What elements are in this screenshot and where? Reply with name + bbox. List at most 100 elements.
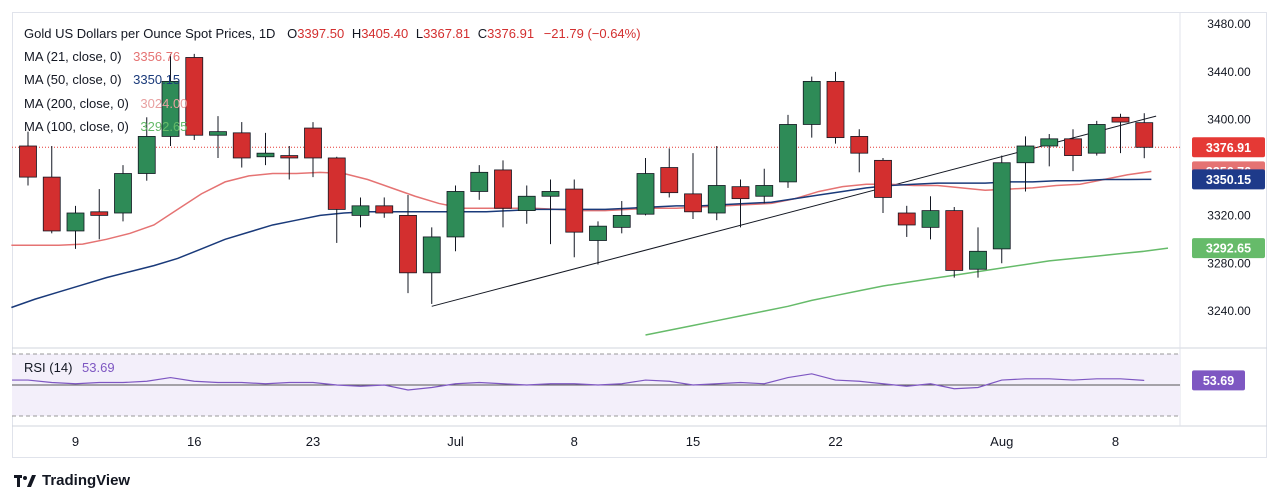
candle bbox=[850, 129, 869, 173]
ma50-legend[interactable]: MA (50, close, 0) 3350.15 bbox=[24, 72, 180, 88]
candle-body-up bbox=[256, 152, 275, 158]
candle-body-down bbox=[90, 211, 109, 216]
candle-body-up bbox=[1087, 124, 1106, 154]
candle bbox=[327, 156, 346, 243]
time-tick-label: 16 bbox=[187, 434, 201, 449]
candle-body-up bbox=[1040, 138, 1059, 147]
candle-body-up bbox=[470, 171, 489, 192]
ma200-legend[interactable]: MA (200, close, 0) 3024.00 bbox=[24, 96, 187, 112]
time-tick-label: 8 bbox=[1112, 434, 1119, 449]
time-tick-label: 8 bbox=[571, 434, 578, 449]
rsi-badge: 53.69 bbox=[1192, 370, 1245, 391]
brand-name: TradingView bbox=[42, 472, 131, 489]
tradingview-logo-icon bbox=[14, 474, 36, 488]
candle bbox=[589, 221, 607, 265]
candle bbox=[209, 116, 227, 158]
candle-body-down bbox=[399, 214, 417, 274]
rsi-legend[interactable]: RSI (14) 53.69 bbox=[24, 360, 115, 375]
candle bbox=[921, 196, 940, 240]
candle bbox=[422, 227, 441, 304]
candle bbox=[19, 131, 37, 186]
ma100-line bbox=[645, 247, 1169, 336]
tradingview-brand[interactable]: TradingView bbox=[14, 472, 130, 489]
time-tick-label: 15 bbox=[686, 434, 700, 449]
candle bbox=[802, 76, 821, 138]
candle-body-up bbox=[137, 136, 156, 174]
candle bbox=[660, 148, 679, 198]
candle bbox=[494, 160, 512, 228]
ma200-label: MA (200, close, 0) bbox=[24, 96, 129, 111]
price-badge-label: 3376.91 bbox=[1206, 141, 1251, 155]
candle bbox=[1016, 136, 1035, 192]
candle-body-down bbox=[850, 136, 869, 154]
change-value: −21.79 (−0.64%) bbox=[543, 26, 641, 41]
chart-frame bbox=[12, 12, 1267, 458]
candle bbox=[161, 53, 180, 146]
candle bbox=[874, 157, 892, 213]
candle bbox=[826, 71, 845, 144]
candle bbox=[755, 168, 774, 204]
price-badge-bg bbox=[1192, 169, 1265, 190]
price-tick-label: 3480.00 bbox=[1207, 17, 1251, 31]
low-value: 3367.81 bbox=[423, 26, 471, 41]
candle-body-down bbox=[826, 80, 845, 139]
candle-body-down bbox=[232, 132, 251, 159]
candle-body-up bbox=[114, 173, 132, 214]
ma21-value: 3356.76 bbox=[133, 49, 181, 64]
close-key: C bbox=[477, 26, 488, 41]
time-tick-label: Aug bbox=[990, 434, 1013, 449]
price-tick-label: 3280.00 bbox=[1207, 256, 1251, 270]
candle-body-up bbox=[589, 225, 607, 241]
candle-body-up bbox=[446, 191, 465, 238]
candle-body-down bbox=[731, 186, 750, 200]
candle bbox=[945, 207, 964, 278]
ma21-label: MA (21, close, 0) bbox=[24, 49, 122, 64]
candle bbox=[969, 227, 987, 278]
time-tick-label: 22 bbox=[828, 434, 842, 449]
ma100-legend[interactable]: MA (100, close, 0) 3292.65 bbox=[24, 119, 187, 135]
candle-body-up bbox=[161, 80, 180, 137]
candle bbox=[66, 205, 85, 249]
candle-body-up bbox=[779, 124, 797, 183]
candle bbox=[612, 201, 631, 234]
candle-body-up bbox=[636, 173, 655, 215]
candle-body-up bbox=[755, 185, 774, 197]
open-value: 3397.50 bbox=[297, 26, 345, 41]
candle-body-down bbox=[874, 159, 892, 198]
price-tick-label: 3400.00 bbox=[1207, 113, 1251, 127]
candle-body-up bbox=[422, 236, 441, 274]
candle-body-up bbox=[612, 214, 631, 228]
candle-body-down bbox=[660, 167, 679, 194]
candle-body-down bbox=[42, 176, 61, 232]
candle bbox=[707, 146, 726, 221]
high-key: H bbox=[351, 26, 362, 41]
candle bbox=[1135, 113, 1154, 159]
price-tick-label: 3240.00 bbox=[1207, 304, 1251, 318]
price-badge: 3376.91 bbox=[1192, 137, 1265, 158]
open-key: O bbox=[287, 26, 298, 41]
candle bbox=[731, 179, 750, 228]
candle-body-down bbox=[280, 155, 299, 159]
candle-body-down bbox=[897, 212, 916, 226]
price-tick-label: 3320.00 bbox=[1207, 208, 1251, 222]
rsi-badge-label: 53.69 bbox=[1203, 374, 1234, 388]
candle-body-down bbox=[375, 205, 394, 214]
candle bbox=[897, 205, 916, 237]
candle bbox=[232, 122, 251, 168]
price-tick-label: 3440.00 bbox=[1207, 65, 1251, 79]
candle bbox=[1087, 120, 1106, 156]
rsi-line bbox=[12, 373, 1145, 391]
candle-body-up bbox=[969, 250, 987, 270]
price-badge: 3292.65 bbox=[1192, 238, 1265, 259]
candle bbox=[1040, 134, 1059, 167]
ma100-label: MA (100, close, 0) bbox=[24, 119, 129, 134]
time-tick-label: 9 bbox=[72, 434, 79, 449]
ohlc-legend: Gold US Dollars per Ounce Spot Prices, 1… bbox=[24, 26, 641, 42]
candle bbox=[375, 197, 394, 218]
ma21-legend[interactable]: MA (21, close, 0) 3356.76 bbox=[24, 49, 180, 65]
time-tick-label: 23 bbox=[306, 434, 320, 449]
candle bbox=[114, 165, 132, 222]
candle bbox=[565, 179, 584, 258]
candle bbox=[351, 197, 370, 228]
